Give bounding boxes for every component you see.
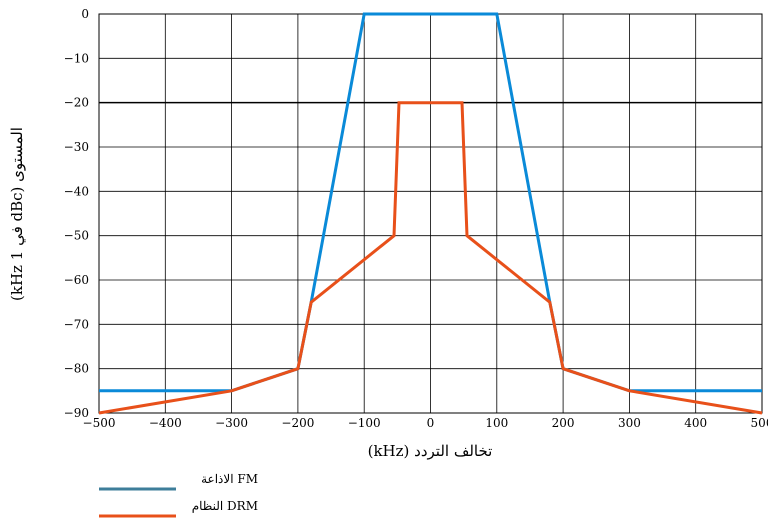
y-tick-label: −60 bbox=[64, 273, 89, 287]
y-tick-label: −80 bbox=[64, 362, 89, 376]
y-tick-label: −30 bbox=[64, 140, 89, 154]
series-line-drm bbox=[98, 101, 763, 415]
y-tick-label: 0 bbox=[81, 7, 89, 21]
grid bbox=[98, 13, 763, 414]
series-group bbox=[98, 12, 763, 415]
x-tick-label: −500 bbox=[83, 416, 116, 430]
legend: الاذاعة FM النظام DRM bbox=[99, 472, 258, 518]
legend-label: النظام DRM bbox=[192, 499, 258, 513]
x-tick-label: −100 bbox=[348, 416, 381, 430]
x-tick-label: −300 bbox=[215, 416, 248, 430]
x-axis-title: تخالف التردد (kHz) bbox=[368, 442, 493, 460]
tick-labels: −500 −400 −300 −200 −100 0 100 200 300 400 500 0 −10… bbox=[64, 7, 768, 430]
x-tick-label: 500 bbox=[751, 416, 768, 430]
y-tick-label: −90 bbox=[64, 406, 89, 420]
y-tick-label: −50 bbox=[64, 229, 89, 243]
legend-label: الاذاعة FM bbox=[201, 472, 258, 486]
y-tick-label: −70 bbox=[64, 317, 89, 331]
x-tick-label: 100 bbox=[485, 416, 508, 430]
x-tick-label: −200 bbox=[281, 416, 314, 430]
y-tick-label: −40 bbox=[64, 184, 89, 198]
x-tick-label: 200 bbox=[552, 416, 575, 430]
y-axis-title: المستوى (dBc في 1 kHz) bbox=[8, 127, 26, 301]
x-tick-label: −400 bbox=[149, 416, 182, 430]
y-tick-label: −20 bbox=[64, 96, 89, 110]
y-tick-label: −10 bbox=[64, 51, 89, 65]
x-tick-label: 400 bbox=[684, 416, 707, 430]
x-tick-label: 300 bbox=[618, 416, 641, 430]
x-tick-label: 0 bbox=[427, 416, 435, 430]
